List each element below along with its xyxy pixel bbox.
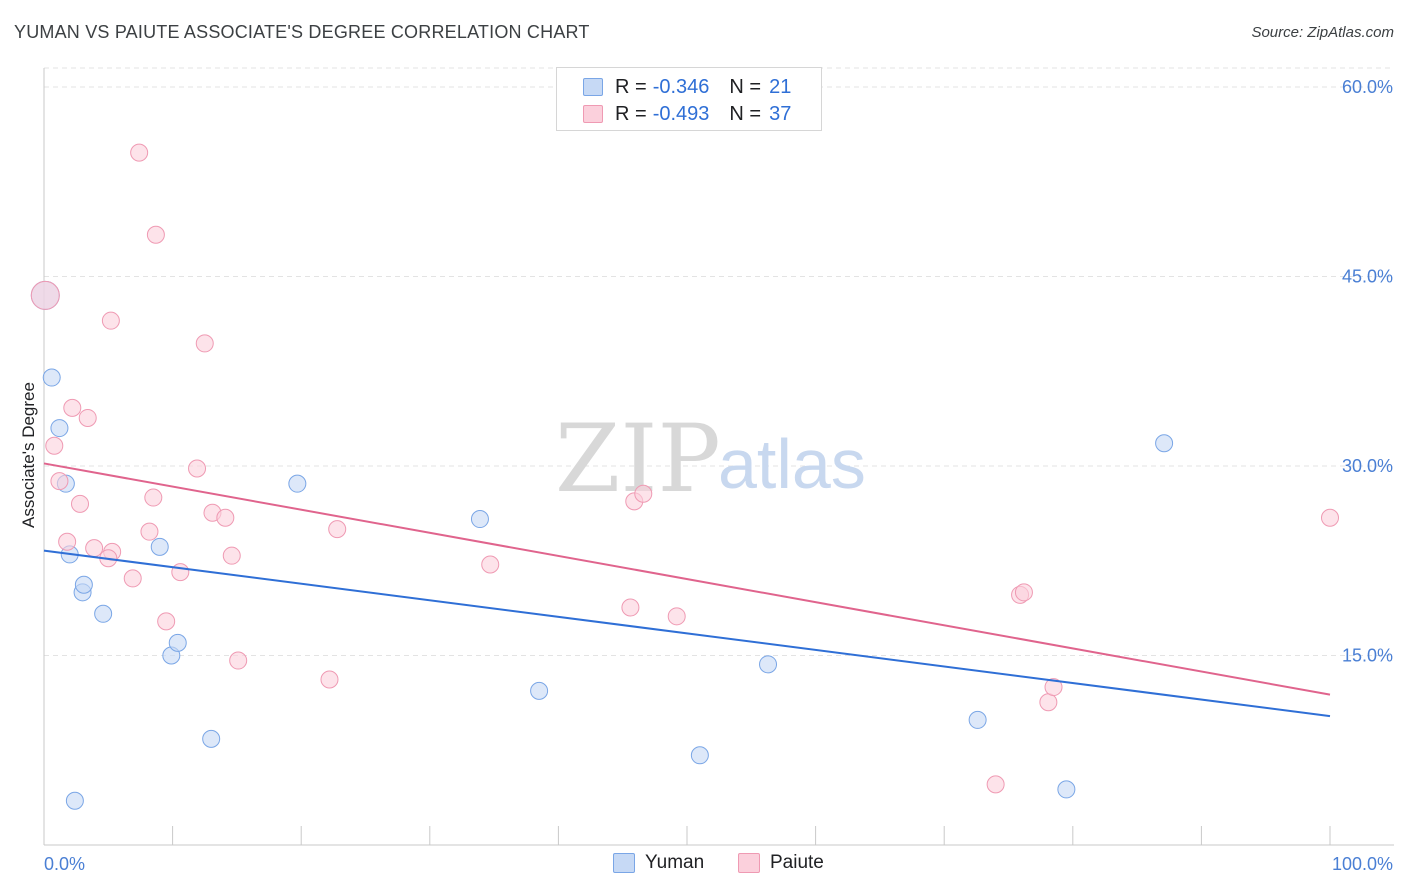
paiute-point bbox=[1014, 583, 1033, 602]
legend-r-label: R = bbox=[615, 102, 647, 125]
paiute-point bbox=[328, 520, 347, 539]
yuman-point bbox=[42, 368, 61, 387]
yuman-point bbox=[50, 419, 69, 438]
legend-n-label: N = bbox=[729, 102, 762, 125]
legend-n-value: 21 bbox=[769, 75, 792, 98]
yuman-point bbox=[1057, 780, 1076, 799]
legend-row-yuman: R = -0.346 N = 21 bbox=[583, 74, 791, 100]
yuman-point bbox=[968, 710, 987, 729]
yuman-point bbox=[690, 746, 709, 765]
paiute-point bbox=[58, 532, 77, 551]
paiute-point bbox=[481, 555, 500, 574]
y-tick-label: 30.0% bbox=[1342, 456, 1393, 476]
bottom-legend-paiute: Paiute bbox=[738, 852, 824, 874]
chart-title: YUMAN VS PAIUTE ASSOCIATE'S DEGREE CORRE… bbox=[14, 22, 590, 42]
yuman-point bbox=[202, 729, 221, 748]
paiute-point bbox=[50, 472, 69, 491]
yuman-point bbox=[530, 681, 549, 700]
x-tick-label: 100.0% bbox=[1332, 854, 1393, 874]
legend-r-label: R = bbox=[615, 75, 647, 98]
paiute-point bbox=[30, 280, 60, 310]
paiute-point bbox=[222, 546, 241, 565]
paiute-point bbox=[320, 670, 339, 689]
bottom-legend-yuman: Yuman bbox=[613, 852, 704, 874]
legend-r-value: -0.493 bbox=[652, 102, 710, 125]
source-label: Source: ZipAtlas.com bbox=[1251, 24, 1394, 41]
legend-swatch-yuman bbox=[583, 78, 603, 96]
x-tick-label: 0.0% bbox=[44, 854, 85, 874]
paiute-point bbox=[621, 598, 640, 617]
paiute-point bbox=[1044, 678, 1063, 697]
axes bbox=[43, 68, 1394, 846]
paiute-point bbox=[1039, 693, 1058, 712]
paiute-point bbox=[130, 143, 149, 162]
paiute-point bbox=[1321, 508, 1339, 527]
paiute-point bbox=[123, 569, 142, 588]
yuman-point bbox=[1155, 434, 1174, 453]
paiute-point bbox=[157, 612, 176, 631]
paiute-point bbox=[71, 494, 90, 513]
legend-row-paiute: R = -0.493 N = 37 bbox=[583, 101, 791, 127]
paiute-point bbox=[229, 651, 248, 670]
yuman-point bbox=[65, 791, 84, 810]
watermark-atlas: atlas bbox=[718, 425, 866, 503]
yuman-point bbox=[168, 633, 187, 652]
yuman-trend-line bbox=[43, 549, 1331, 718]
y-tick-label: 15.0% bbox=[1342, 645, 1393, 665]
yuman-point bbox=[759, 655, 778, 674]
x-tick-labels: 0.0% 100.0% bbox=[44, 854, 1393, 874]
trend-lines bbox=[43, 462, 1331, 718]
bottom-legend-label-paiute: Paiute bbox=[770, 852, 824, 873]
paiute-point bbox=[85, 539, 104, 558]
y-axis-label: Associate's Degree bbox=[19, 382, 38, 528]
paiute-trend-line bbox=[43, 462, 1331, 696]
yuman-point bbox=[288, 474, 307, 493]
paiute-point bbox=[140, 522, 159, 541]
data-points bbox=[30, 143, 1339, 810]
yuman-point bbox=[74, 575, 93, 594]
yuman-point bbox=[94, 604, 113, 623]
y-tick-label: 45.0% bbox=[1342, 266, 1393, 286]
paiute-point bbox=[171, 563, 190, 582]
bottom-legend-label-yuman: Yuman bbox=[645, 852, 705, 873]
legend-n-value: 37 bbox=[769, 102, 792, 125]
legend-r-value: -0.346 bbox=[652, 75, 710, 98]
watermark: ZIP atlas bbox=[555, 405, 866, 514]
yuman-point bbox=[150, 537, 169, 556]
paiute-point bbox=[146, 225, 165, 244]
paiute-point bbox=[986, 775, 1005, 794]
legend-swatch-paiute bbox=[583, 105, 603, 123]
paiute-point bbox=[667, 607, 686, 626]
paiute-point bbox=[78, 408, 97, 427]
correlation-legend: R = -0.346 N = 21 R = -0.493 N = 37 bbox=[556, 67, 822, 131]
paiute-point bbox=[63, 398, 82, 417]
paiute-point bbox=[216, 508, 235, 527]
paiute-point bbox=[45, 436, 64, 455]
bottom-legend-swatch-paiute bbox=[738, 853, 760, 873]
y-tick-labels: 15.0% 30.0% 45.0% 60.0% bbox=[1342, 77, 1393, 666]
paiute-point bbox=[144, 488, 163, 507]
legend-n-label: N = bbox=[729, 75, 762, 98]
y-tick-label: 60.0% bbox=[1342, 77, 1393, 97]
gridlines bbox=[44, 67, 1394, 656]
paiute-point bbox=[195, 334, 214, 353]
yuman-point bbox=[470, 510, 489, 529]
bottom-legend-swatch-yuman bbox=[613, 853, 635, 873]
paiute-point bbox=[101, 311, 120, 330]
paiute-point bbox=[188, 459, 207, 478]
paiute-point bbox=[634, 484, 653, 503]
